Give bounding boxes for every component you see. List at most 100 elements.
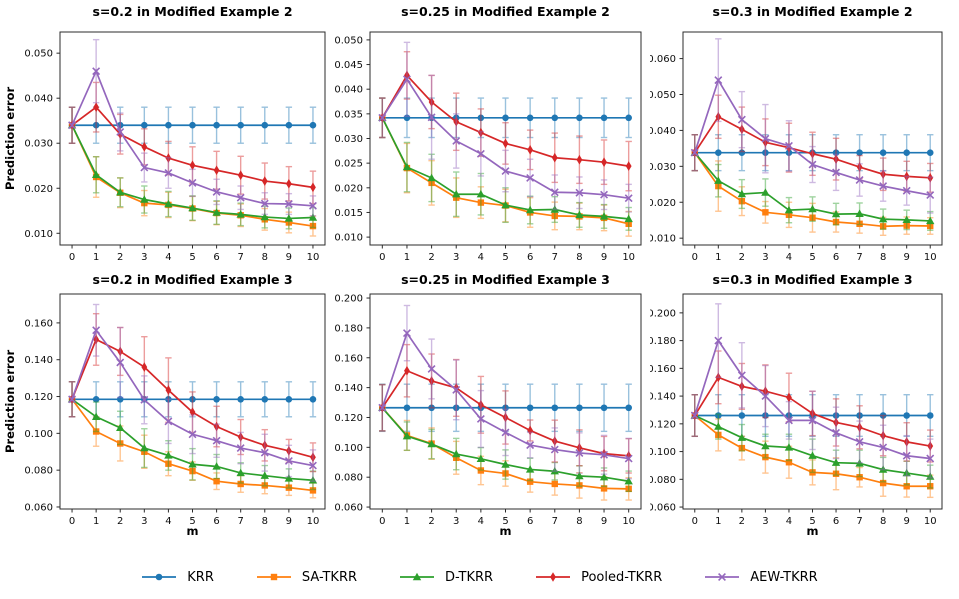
series-markers	[691, 149, 934, 230]
axis-ticks: 0.060 0.080 0.100 0.120 0.140 0.160 0.180 0.200…	[334, 294, 635, 527]
svg-text:0.080: 0.080	[334, 473, 363, 484]
svg-text:0.140: 0.140	[24, 355, 53, 366]
svg-text:0.020: 0.020	[650, 198, 676, 209]
svg-text:1: 1	[93, 252, 99, 263]
svg-text:0: 0	[379, 516, 385, 527]
series-krr	[379, 97, 632, 139]
svg-text:8: 8	[262, 516, 268, 527]
plot-area-s03-example3: 0.060 0.080 0.100 0.120 0.140 0.160 0.180 0.200…	[650, 293, 943, 527]
series-d-tkrr	[67, 381, 318, 491]
legend-item-aew-tkrr: AEW-TKRR	[704, 569, 818, 585]
svg-text:5: 5	[809, 516, 815, 527]
subplot-title: s=0.2 in Modified Example 2	[92, 4, 293, 19]
series-markers	[68, 326, 317, 470]
svg-text:0.120: 0.120	[24, 392, 53, 403]
svg-text:0: 0	[69, 516, 75, 527]
svg-text:0: 0	[692, 252, 698, 263]
svg-text:0.160: 0.160	[24, 318, 53, 329]
svg-text:0.020: 0.020	[334, 183, 363, 194]
svg-text:9: 9	[601, 252, 607, 263]
axis-ticks: 0.010 0.015 0.020 0.025 0.030 0.035 0.040 0.045…	[334, 35, 635, 263]
svg-text:0.060: 0.060	[650, 54, 676, 65]
svg-text:3: 3	[141, 252, 147, 263]
svg-text:0.010: 0.010	[334, 233, 363, 244]
svg-text:4: 4	[165, 252, 171, 263]
svg-text:1: 1	[404, 516, 410, 527]
svg-text:0.120: 0.120	[650, 419, 676, 430]
svg-text:2: 2	[117, 516, 123, 527]
legend-label: AEW-TKRR	[750, 569, 818, 585]
svg-text:0.015: 0.015	[334, 208, 363, 219]
error-bars	[379, 97, 632, 139]
svg-text:0.180: 0.180	[650, 336, 676, 347]
subplot-title: s=0.3 in Modified Example 2	[712, 4, 913, 19]
legend-item-krr: KRR	[141, 570, 214, 585]
svg-text:4: 4	[478, 252, 484, 263]
svg-text:0.040: 0.040	[334, 85, 363, 96]
subplot-s02-example2: s=0.2 in Modified Example 2 Prediction e…	[0, 0, 330, 270]
svg-text:7: 7	[237, 252, 243, 263]
svg-text:6: 6	[833, 516, 839, 527]
series-markers	[68, 121, 317, 129]
series-aew-tkrr	[378, 304, 633, 480]
svg-text:0.080: 0.080	[24, 466, 53, 477]
svg-text:6: 6	[213, 252, 219, 263]
svg-text:8: 8	[880, 516, 886, 527]
error-bars	[68, 303, 317, 482]
axis-ticks: 0.060 0.080 0.100 0.120 0.140 0.160 0.180 0.200…	[650, 308, 937, 527]
svg-text:10: 10	[622, 252, 635, 263]
svg-text:0.045: 0.045	[334, 60, 363, 71]
subplot-s03-example3: s=0.3 in Modified Example 3 0.060 0.080 0.…	[650, 270, 959, 555]
series-markers	[690, 336, 935, 463]
svg-text:0.100: 0.100	[334, 443, 363, 454]
svg-text:1: 1	[715, 252, 721, 263]
svg-text:0.100: 0.100	[24, 429, 53, 440]
svg-text:0.030: 0.030	[24, 139, 53, 150]
svg-text:10: 10	[924, 516, 937, 527]
sa-tkrr-square-marker-icon	[256, 573, 291, 581]
svg-text:2: 2	[428, 516, 434, 527]
svg-text:0.030: 0.030	[334, 134, 363, 145]
legend-label: Pooled-TKRR	[581, 569, 663, 585]
series-markers	[691, 149, 934, 156]
x-axis-label: m	[499, 524, 512, 538]
series-aew-tkrr	[68, 38, 317, 217]
svg-text:8: 8	[576, 516, 582, 527]
legend-item-pooled-tkrr: Pooled-TKRR	[535, 570, 662, 585]
svg-text:0: 0	[69, 252, 75, 263]
series-krr	[68, 106, 317, 144]
svg-text:7: 7	[237, 516, 243, 527]
svg-text:0.180: 0.180	[334, 323, 363, 334]
svg-text:5: 5	[809, 252, 815, 263]
svg-text:6: 6	[527, 516, 533, 527]
series-krr	[691, 394, 934, 438]
series-aew-tkrr	[690, 38, 935, 214]
svg-text:0.050: 0.050	[650, 90, 676, 101]
subplot-title: s=0.3 in Modified Example 3	[712, 272, 913, 287]
svg-text:7: 7	[552, 516, 558, 527]
svg-text:0.120: 0.120	[334, 413, 363, 424]
legend-item-d-tkrr: D-TKRR	[399, 570, 493, 585]
subplot-title: s=0.2 in Modified Example 3	[92, 272, 293, 287]
svg-text:10: 10	[307, 252, 320, 263]
svg-text:0.140: 0.140	[334, 383, 363, 394]
axis-ticks: 0.060 0.080 0.100 0.120 0.140 0.160 0 1 2 3 4 5 6 7 8 9…	[24, 318, 319, 527]
subplot-title: s=0.25 in Modified Example 3	[401, 272, 610, 287]
svg-text:0.200: 0.200	[334, 294, 363, 305]
svg-text:3: 3	[453, 516, 459, 527]
svg-text:0.020: 0.020	[24, 184, 53, 195]
x-axis-label: m	[186, 524, 199, 538]
svg-text:0.160: 0.160	[334, 353, 363, 364]
svg-text:7: 7	[856, 252, 862, 263]
series-markers	[378, 329, 633, 463]
plot-area-s02-example3: 0.060 0.080 0.100 0.120 0.140 0.160 0 1 2 3 4 5 6 7 8 9…	[24, 293, 326, 527]
svg-text:5: 5	[189, 252, 195, 263]
svg-text:8: 8	[576, 252, 582, 263]
svg-text:7: 7	[552, 252, 558, 263]
series-pooled-tkrr	[379, 343, 632, 474]
svg-text:0: 0	[692, 516, 698, 527]
svg-text:0.040: 0.040	[650, 126, 676, 137]
series-markers	[67, 395, 318, 484]
svg-text:2: 2	[739, 516, 745, 527]
